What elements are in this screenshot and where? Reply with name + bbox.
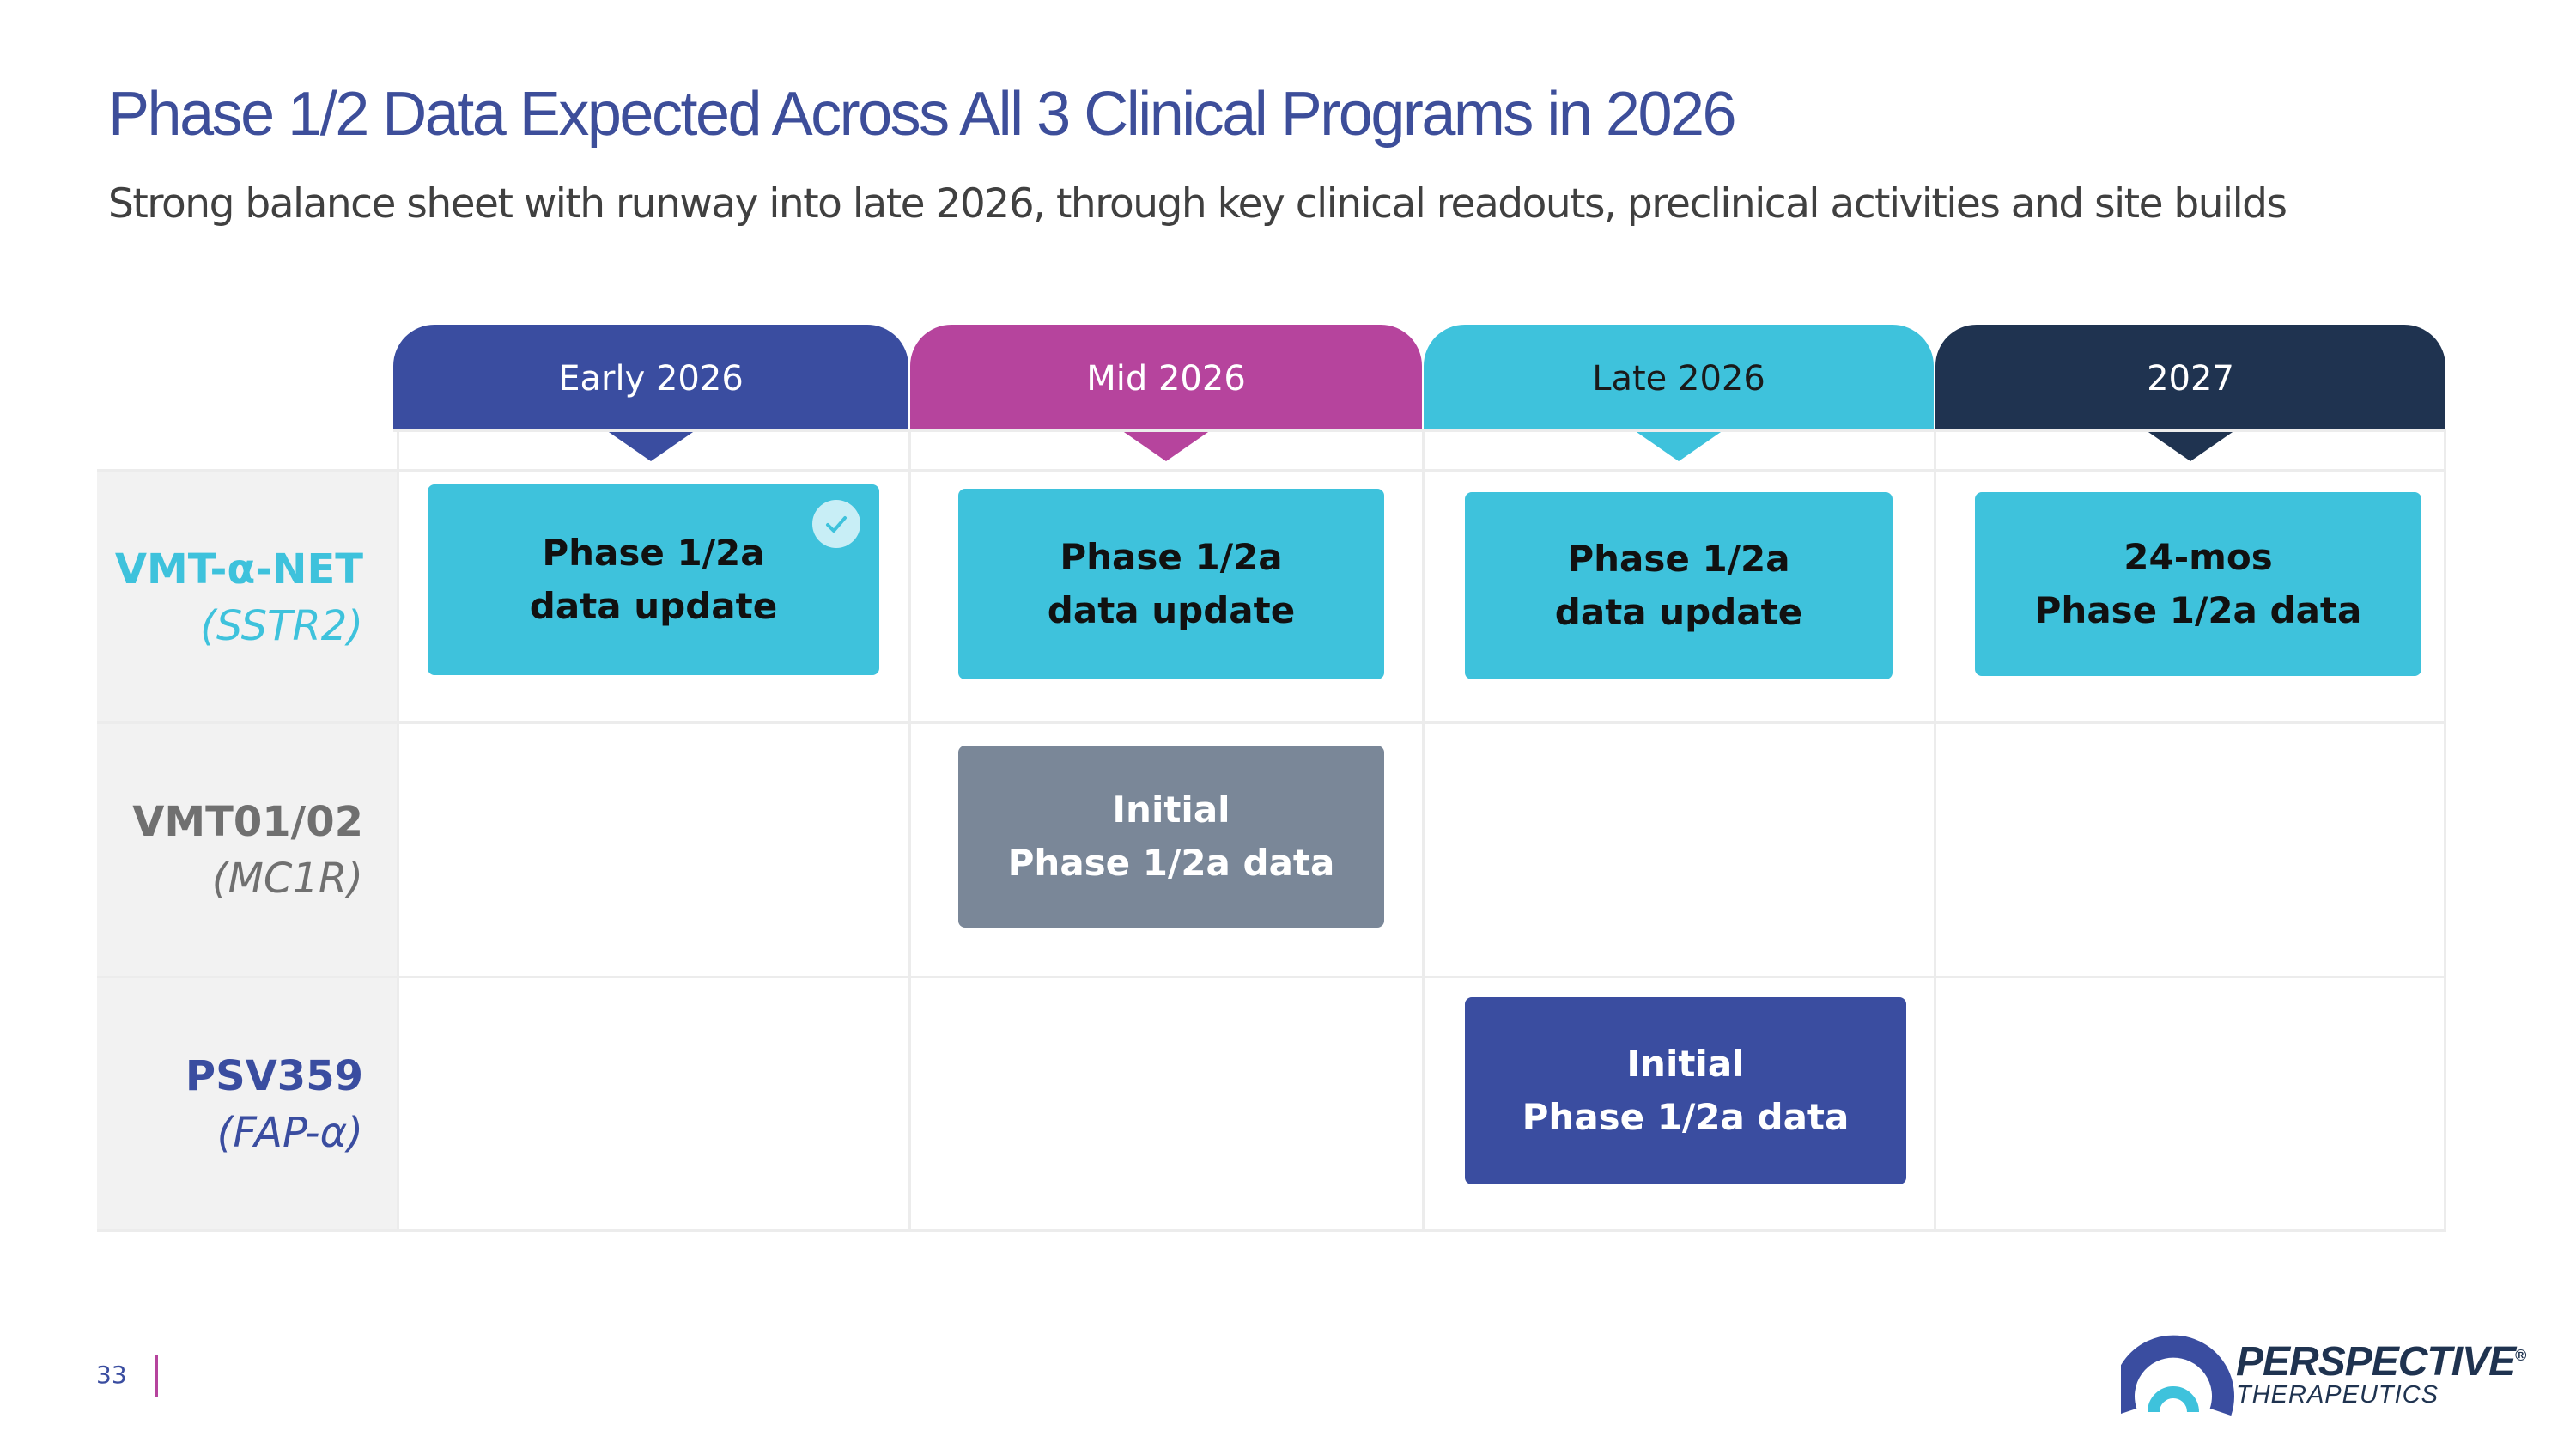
milestone-mc1r-mid-2026: Initial Phase 1/2a data [958, 746, 1384, 928]
page-divider [155, 1355, 158, 1397]
milestone-vmt-early-2026: Phase 1/2a data update [428, 484, 879, 675]
tab-label: 2027 [2147, 358, 2234, 399]
grid-line [97, 1229, 2445, 1232]
milestone-line: Phase 1/2a data [1007, 842, 1335, 884]
grid-line [397, 429, 399, 1232]
row-bg-vmt01-02 [97, 724, 398, 976]
grid-line [97, 469, 2445, 472]
grid-line [97, 721, 2445, 724]
page-number: 33 [96, 1361, 127, 1389]
program-label-psv359: PSV359 (FAP-α) [97, 1048, 363, 1161]
tab-mid-2026: Mid 2026 [910, 325, 1422, 461]
milestone-line: Phase 1/2a [542, 532, 765, 574]
milestone-line: Initial [1112, 788, 1230, 831]
page-subtitle: Strong balance sheet with runway into la… [108, 180, 2287, 228]
page-title: Phase 1/2 Data Expected Across All 3 Cli… [108, 80, 1737, 149]
program-target: (SSTR2) [200, 602, 363, 650]
milestone-vmt-late-2026: Phase 1/2a data update [1465, 492, 1893, 679]
tab-label: Mid 2026 [1086, 358, 1246, 399]
grid-line [97, 976, 2445, 978]
tab-pointer [606, 430, 696, 461]
program-label-vmt01-02: VMT01/02 (MC1R) [97, 794, 363, 907]
milestone-line: data update [1554, 591, 1803, 633]
milestone-vmt-2027: 24-mos Phase 1/2a data [1975, 492, 2421, 676]
logo-subtitle: THERAPEUTICS [2236, 1381, 2439, 1409]
check-circle-icon [812, 500, 860, 548]
milestone-vmt-mid-2026: Phase 1/2a data update [958, 489, 1384, 679]
tab-late-2026: Late 2026 [1424, 325, 1934, 461]
tab-early-2026: Early 2026 [393, 325, 908, 461]
milestone-line: Phase 1/2a data [2034, 589, 2362, 631]
program-label-vmt-alpha-net: VMT-α-NET (SSTR2) [97, 541, 363, 654]
milestone-line: Phase 1/2a [1060, 536, 1283, 578]
grid-line [908, 429, 911, 1232]
grid-line [2444, 429, 2446, 1232]
perspective-logo-icon [2121, 1335, 2234, 1416]
milestone-line: Phase 1/2a data [1522, 1096, 1850, 1138]
milestone-psv-late-2026: Initial Phase 1/2a data [1465, 997, 1906, 1184]
row-bg-psv359 [97, 978, 398, 1229]
row-bg-vmt-alpha-net [97, 471, 398, 721]
milestone-line: Initial [1626, 1043, 1745, 1085]
grid-line [1934, 429, 1936, 1232]
program-target: (FAP-α) [216, 1109, 363, 1157]
program-name: PSV359 [185, 1052, 363, 1100]
milestone-line: data update [529, 585, 778, 627]
milestone-line: 24-mos [2123, 536, 2273, 578]
tab-pointer [2146, 430, 2235, 461]
tab-pointer [1634, 430, 1723, 461]
tab-label: Late 2026 [1592, 358, 1765, 399]
milestone-line: data update [1047, 589, 1296, 631]
program-name: VMT01/02 [132, 798, 363, 846]
tab-2027: 2027 [1935, 325, 2445, 461]
tab-label: Early 2026 [558, 358, 744, 399]
program-target: (MC1R) [211, 855, 363, 903]
grid-line [1422, 429, 1425, 1232]
logo-wordmark: PERSPECTIVE® [2236, 1338, 2526, 1385]
tab-pointer [1121, 430, 1211, 461]
registered-mark: ® [2515, 1347, 2526, 1364]
milestone-line: Phase 1/2a [1567, 538, 1790, 580]
program-name: VMT-α-NET [114, 545, 363, 594]
grid-line [393, 429, 2445, 432]
logo-name: PERSPECTIVE [2236, 1339, 2516, 1385]
